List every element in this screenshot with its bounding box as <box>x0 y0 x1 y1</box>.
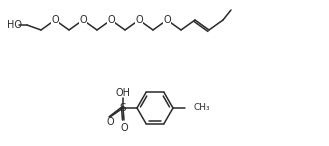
Text: S: S <box>120 103 126 113</box>
Text: O: O <box>51 15 59 25</box>
Text: OH: OH <box>115 88 131 98</box>
Text: O: O <box>107 15 115 25</box>
Text: O: O <box>120 123 128 133</box>
Text: O: O <box>79 15 87 25</box>
Text: O: O <box>106 117 114 127</box>
Text: HO: HO <box>7 20 21 30</box>
Text: CH₃: CH₃ <box>193 104 210 113</box>
Text: O: O <box>163 15 171 25</box>
Text: O: O <box>135 15 143 25</box>
